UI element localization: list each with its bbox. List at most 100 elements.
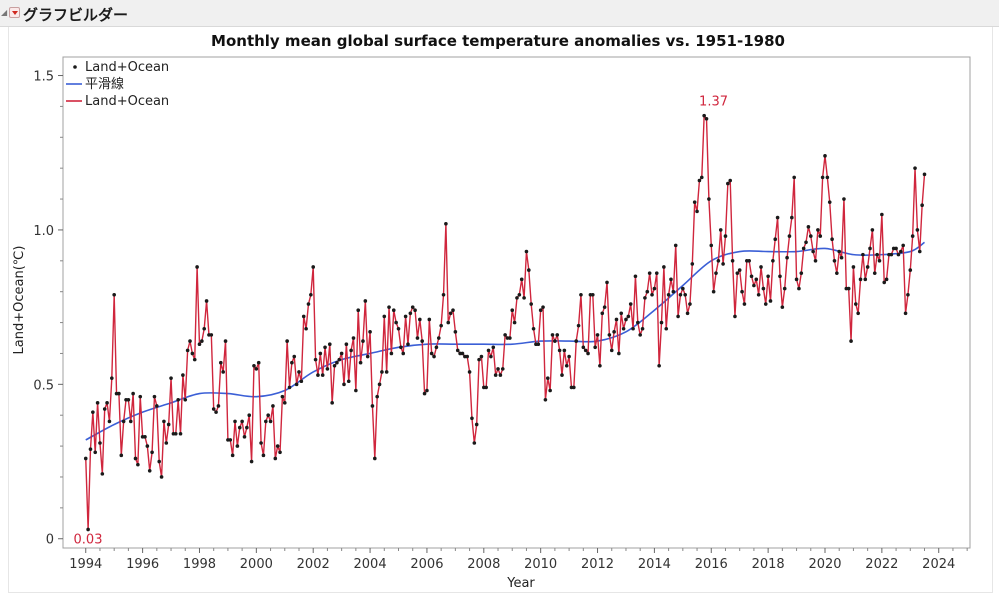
data-point (643, 296, 647, 300)
data-point (301, 314, 306, 319)
data-point (737, 268, 742, 272)
data-point (233, 419, 237, 424)
data-point (344, 342, 349, 346)
data-point (470, 416, 474, 421)
data-point (181, 373, 185, 377)
data-point (441, 292, 446, 297)
data-point (837, 249, 842, 254)
data-point (752, 283, 756, 288)
data-point (858, 277, 863, 282)
data-point (877, 259, 882, 263)
data-point (188, 339, 192, 343)
data-point (252, 364, 256, 368)
data-point (647, 271, 652, 275)
data-point (131, 391, 135, 396)
data-point (716, 259, 721, 263)
data-point (406, 342, 410, 346)
data-point (846, 286, 851, 291)
data-point (659, 320, 664, 325)
callouts: 0.03 1.37 (74, 95, 728, 548)
data-point (609, 348, 614, 353)
data-point (842, 197, 846, 201)
data-point (685, 311, 690, 316)
data-point (704, 116, 709, 121)
data-point (373, 456, 377, 461)
data-point (555, 333, 560, 337)
data-point (465, 354, 470, 359)
data-point (714, 271, 718, 275)
data-point (119, 453, 124, 458)
data-point (136, 462, 140, 467)
x-tick-label: 1996 (126, 557, 159, 572)
data-point (531, 326, 536, 331)
data-point (280, 394, 285, 399)
data-point (510, 308, 515, 313)
data-point (816, 228, 820, 232)
data-point (664, 326, 669, 331)
data-point (633, 274, 638, 279)
data-point (496, 367, 500, 371)
data-point (240, 419, 244, 424)
data-point (327, 342, 332, 346)
data-point (185, 348, 190, 353)
data-point (173, 431, 178, 436)
data-point (178, 431, 183, 436)
data-point (387, 305, 391, 309)
data-point (418, 317, 422, 322)
data-point (273, 456, 278, 461)
x-tick-label: 2016 (695, 557, 728, 572)
data-point (256, 360, 261, 365)
data-point (726, 181, 730, 186)
data-point (735, 271, 740, 275)
legend-point-marker (73, 65, 77, 69)
data-point (368, 330, 372, 334)
data-point (133, 456, 138, 461)
data-point (434, 345, 439, 350)
data-point (309, 292, 313, 297)
data-point (813, 259, 818, 263)
x-tick-label: 2014 (638, 557, 671, 572)
data-point (619, 311, 624, 316)
data-point (538, 308, 543, 313)
data-point (211, 407, 216, 411)
data-point (640, 326, 645, 331)
data-point (455, 348, 460, 353)
data-point (228, 438, 233, 442)
data-point (117, 391, 121, 396)
data-point (121, 419, 126, 424)
data-point (785, 255, 789, 260)
data-point (801, 246, 806, 251)
y-tick-label: 0.5 (33, 378, 54, 393)
data-point (707, 197, 711, 201)
data-point (761, 286, 766, 291)
data-point (200, 339, 204, 343)
data-point (150, 450, 154, 455)
data-point (870, 228, 875, 232)
data-point (209, 333, 214, 337)
data-point (617, 351, 621, 356)
data-point (865, 265, 870, 269)
data-point (901, 243, 905, 248)
data-point (107, 419, 112, 424)
data-point (432, 354, 436, 359)
x-tick-label: 2004 (354, 557, 387, 572)
x-axis-title: Year (506, 576, 535, 591)
data-point (702, 113, 706, 118)
data-point (86, 527, 90, 532)
data-point (98, 441, 102, 445)
data-point (425, 388, 429, 393)
value-callout: 1.37 (699, 95, 728, 110)
data-point (287, 385, 292, 390)
data-point (145, 444, 150, 448)
collapse-triangle-icon[interactable]: ◢ (1, 8, 8, 17)
data-point (337, 357, 342, 362)
data-point (908, 268, 913, 272)
red-triangle-menu-icon[interactable] (9, 7, 20, 18)
data-point (375, 394, 379, 399)
data-point (593, 345, 597, 350)
legend-label: Land+Ocean (85, 94, 169, 109)
x-tick-label: 2006 (410, 557, 443, 572)
data-point (808, 234, 813, 238)
